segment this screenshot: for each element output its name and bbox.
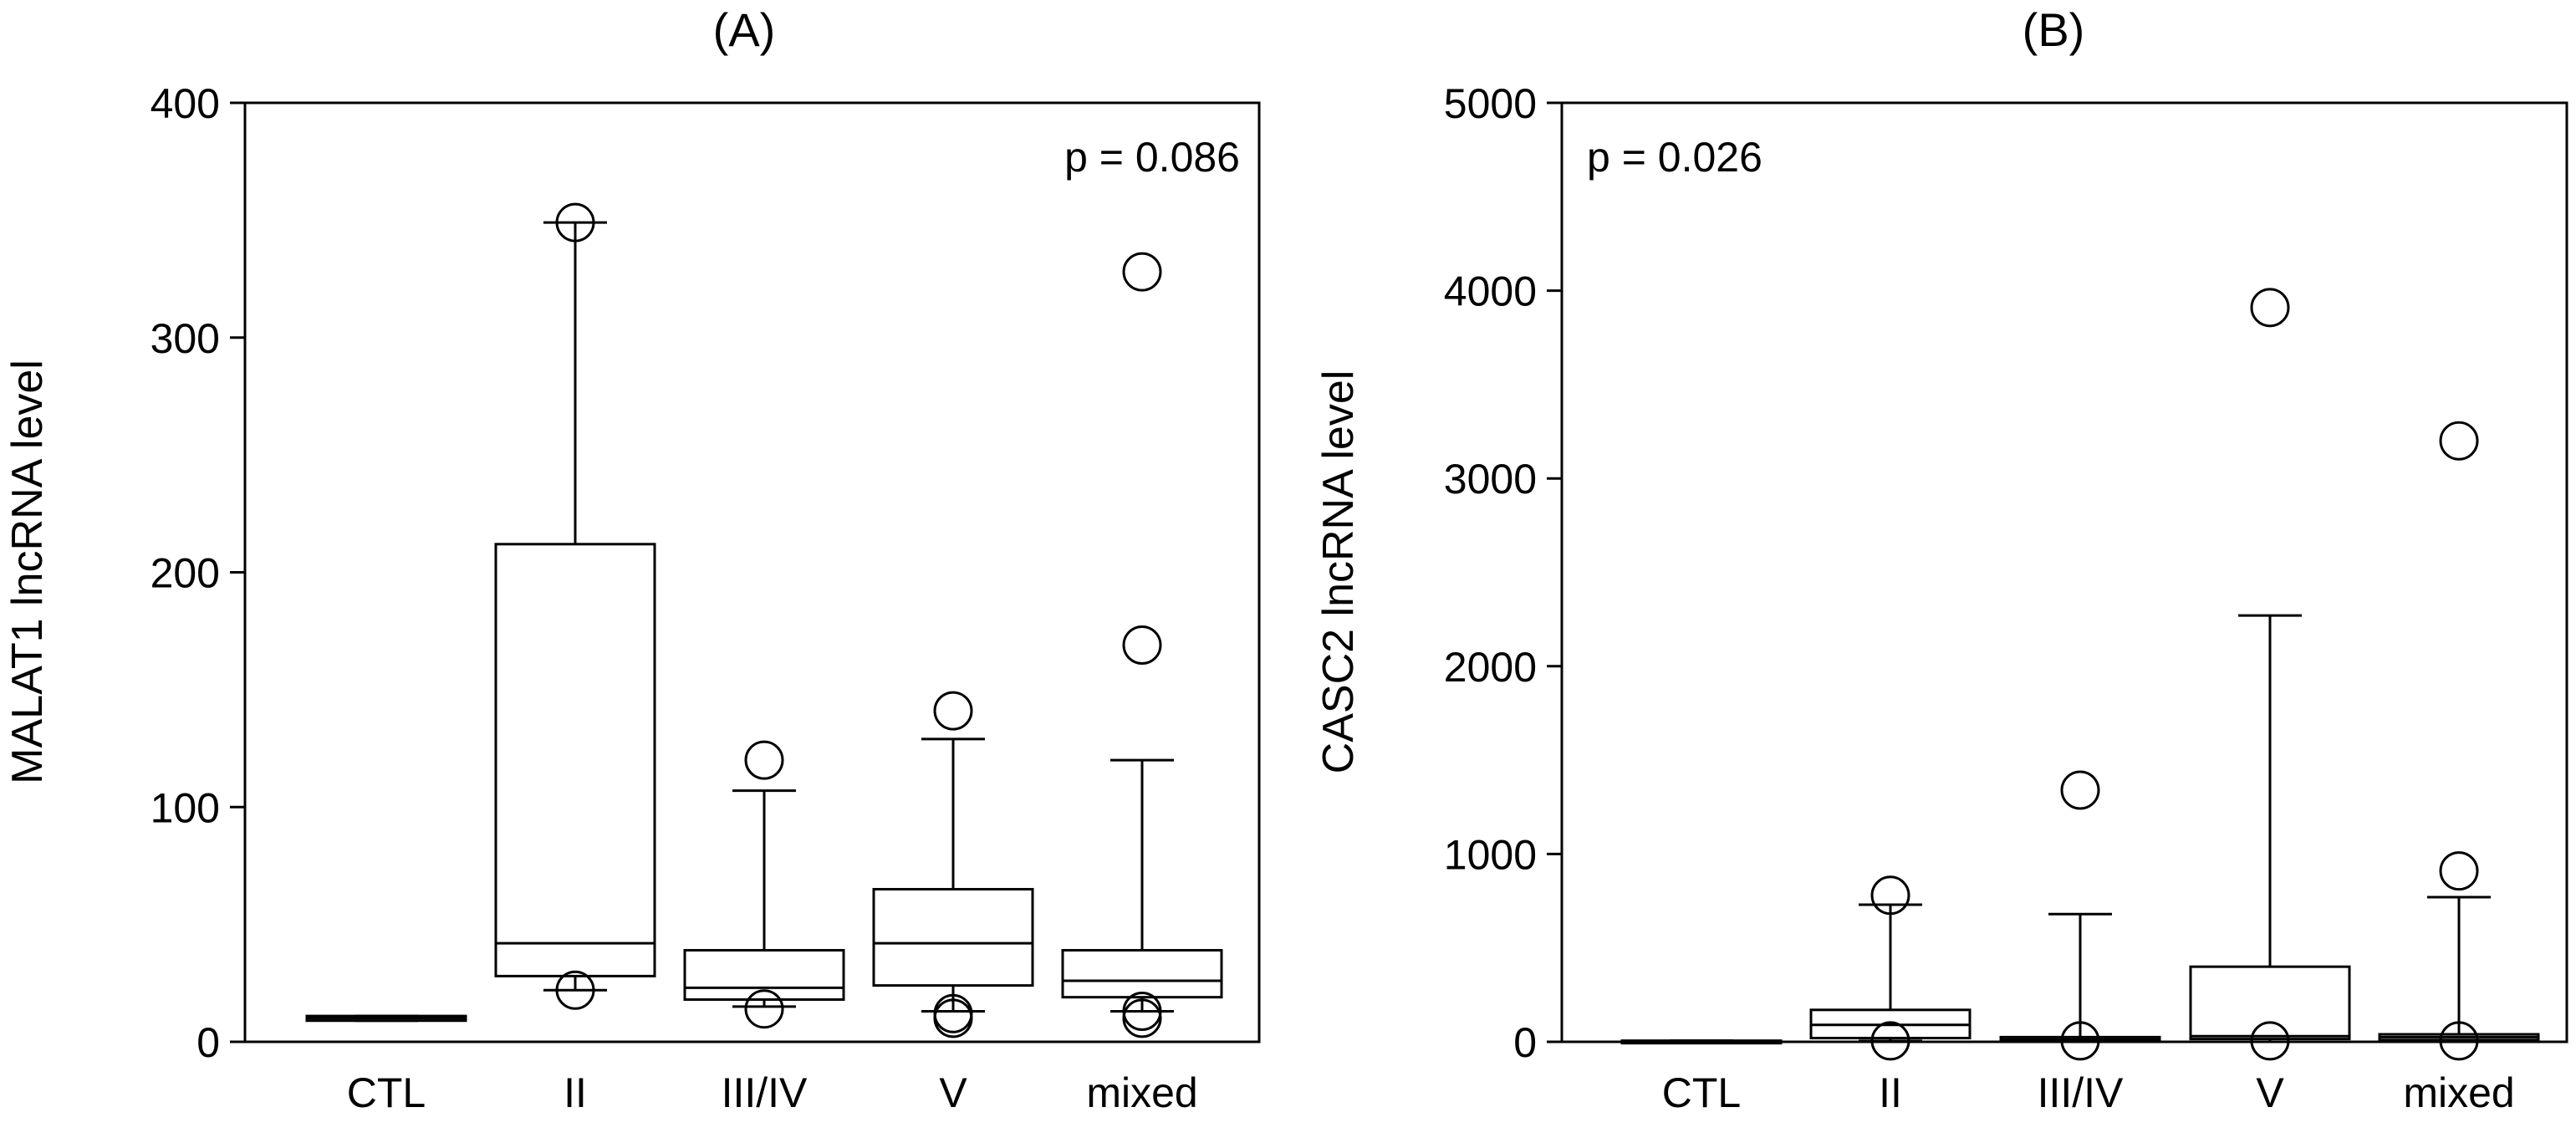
panel-b-box-1: [1809, 875, 1972, 1061]
panel-b-boxes: [1620, 288, 2540, 1061]
panel-a-xtick-label-4: mixed: [1086, 1069, 1197, 1116]
panel-a-box-0: [305, 1014, 467, 1023]
panel-b-box-0: [1620, 1039, 1783, 1045]
panel-b-outlier: [2439, 421, 2479, 461]
panel-b-xtick-label-0: CTL: [1662, 1069, 1741, 1116]
panel-a-box-4: [1061, 252, 1223, 1038]
panel-b-iqr-box: [2189, 965, 2351, 1041]
panel-a-iqr-box: [494, 543, 656, 977]
panel-b: (B) CASC2 lncRNA level p = 0.026 0 1000 20…: [1314, 3, 2568, 1116]
panel-a-ytick-label-0: 0: [196, 1019, 220, 1066]
panel-a-outlier: [1122, 992, 1162, 1032]
panel-a-box-1: [494, 202, 656, 1010]
panel-b-plot-frame: [1560, 101, 2568, 1043]
panel-a-outlier: [555, 970, 595, 1010]
panel-b-box-3: [2189, 288, 2351, 1061]
panel-b-annotation: p = 0.026: [1587, 134, 1762, 181]
panel-b-box-4: [2378, 421, 2540, 1061]
panel-a-ytick-label-3: 300: [150, 315, 220, 362]
panel-b-ytick-label-5: 5000: [1444, 80, 1537, 127]
panel-b-y-axis: 0 1000 2000 3000 4000 5000: [1444, 80, 1562, 1066]
panel-b-xtick-label-2: III/IV: [2038, 1069, 2124, 1116]
panel-a-ytick-label-1: 100: [150, 784, 220, 831]
panel-a-ytick-label-4: 400: [150, 80, 220, 127]
panel-a-outlier: [1122, 998, 1162, 1038]
panel-a-box-2: [683, 740, 845, 1029]
panel-b-xtick-label-4: mixed: [2403, 1069, 2514, 1116]
panel-b-outlier: [2060, 1021, 2100, 1061]
panel-b-ytick-label-1: 1000: [1444, 831, 1537, 878]
panel-b-ytick-label-3: 3000: [1444, 456, 1537, 503]
panel-a-outlier: [933, 691, 973, 731]
panel-a-outlier: [555, 202, 595, 242]
panel-b-outlier: [1870, 875, 1910, 916]
panel-b-ylabel: CASC2 lncRNA level: [1314, 370, 1363, 774]
panel-b-xtick-label-3: V: [2256, 1069, 2284, 1116]
panel-b-outlier: [2439, 851, 2479, 891]
panel-a-annotation: p = 0.086: [1064, 134, 1240, 181]
panel-b-ytick-label-4: 4000: [1444, 268, 1537, 315]
panel-a-ylabel: MALAT1 lncRNA level: [3, 360, 52, 784]
panel-b-outlier: [2439, 1021, 2479, 1061]
panel-a-xtick-label-3: V: [939, 1069, 967, 1116]
panel-b-ytick-label-2: 2000: [1444, 644, 1537, 691]
panel-a-outlier: [933, 998, 973, 1038]
panel-b-outlier: [2250, 1021, 2290, 1061]
panel-a-iqr-box: [872, 888, 1034, 987]
panel-a-label: (A): [713, 3, 776, 56]
panel-a: (A) MALAT1 lncRNA level p = 0.086 0 100 20…: [3, 3, 1261, 1116]
panel-b-outlier: [2250, 288, 2290, 328]
panel-a-y-axis: 0 100 200 300 400: [150, 80, 245, 1066]
panel-b-outlier: [1870, 1021, 1910, 1061]
panel-a-iqr-box: [683, 949, 845, 1001]
panel-a-iqr-box: [1061, 949, 1223, 999]
panel-a-xtick-label-2: III/IV: [722, 1069, 808, 1116]
panel-a-xtick-label-1: II: [564, 1069, 587, 1116]
panel-a-outlier: [1122, 252, 1162, 292]
panel-b-label: (B): [2023, 3, 2085, 56]
panel-a-boxes: [305, 202, 1223, 1038]
panel-b-xtick-label-1: II: [1879, 1069, 1902, 1116]
panel-b-ytick-label-0: 0: [1513, 1019, 1537, 1066]
panel-a-ytick-label-2: 200: [150, 550, 220, 597]
panel-a-xtick-label-0: CTL: [347, 1069, 426, 1116]
panel-a-outlier: [1122, 625, 1162, 666]
panel-a-outlier: [744, 989, 784, 1029]
panel-b-outlier: [2060, 770, 2100, 810]
panel-a-outlier: [744, 740, 784, 780]
panel-a-plot-frame: [243, 101, 1261, 1043]
panel-b-box-2: [1999, 770, 2161, 1061]
panel-a-box-3: [872, 691, 1034, 1038]
